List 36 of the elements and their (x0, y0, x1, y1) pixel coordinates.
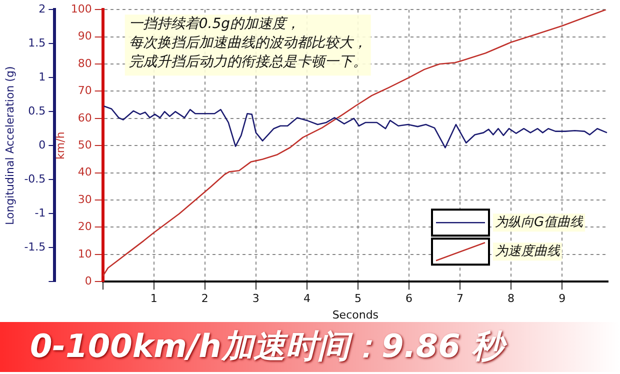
y2-tick-label: 0 (84, 274, 92, 288)
y2-tick-label: 60 (78, 111, 92, 124)
y2-tick-label: 50 (78, 138, 92, 152)
y2-tick-label: 90 (78, 30, 92, 43)
y2-tick-label: 40 (78, 166, 92, 179)
y-tick-label: -0.5 (24, 172, 46, 186)
y2-tick-label: 70 (78, 84, 92, 98)
x-tick-label: 4 (303, 292, 310, 306)
x-tick-label: 9 (558, 292, 566, 306)
y2-tick-label: 20 (78, 220, 92, 234)
x-axis-title: Seconds (332, 308, 379, 322)
y2-tick-label: 10 (78, 247, 92, 260)
y-tick-label: 1.5 (28, 36, 46, 50)
y-tick-label: 1 (38, 70, 46, 84)
x-tick-label: 2 (201, 292, 208, 306)
x-tick-label: 8 (508, 292, 515, 306)
annotation: 完成升挡后动力的衔接总是卡顿一下。 (128, 54, 367, 70)
x-tick-label: 6 (406, 292, 413, 306)
x-tick-label: 3 (252, 292, 260, 306)
x-tick-label: 1 (150, 292, 158, 306)
x-tick-label: 7 (456, 292, 464, 306)
y2-axis-title: km/h (54, 132, 68, 160)
annotation: 一挡持续着0.5g的加速度， (128, 16, 300, 32)
y-axis-title: Longitudinal Acceleration (g) (3, 66, 16, 225)
y2-tick-label: 100 (70, 2, 92, 16)
x-tick-label: 5 (354, 292, 362, 306)
annotation: 每次换挡后加速曲线的波动都比较大， (128, 35, 367, 52)
y-tick-label: -1.5 (24, 240, 46, 254)
legend-label: 为纵向G值曲线 (495, 214, 584, 230)
y-tick-label: -1 (34, 206, 46, 220)
y-tick-label: 0 (38, 138, 46, 152)
y2-tick-label: 80 (78, 56, 92, 70)
y2-tick-label: 30 (78, 192, 92, 206)
y-tick-label: 2 (38, 2, 46, 16)
y-tick-label: 0.5 (28, 104, 46, 118)
legend-label: 为速度曲线 (495, 242, 561, 259)
